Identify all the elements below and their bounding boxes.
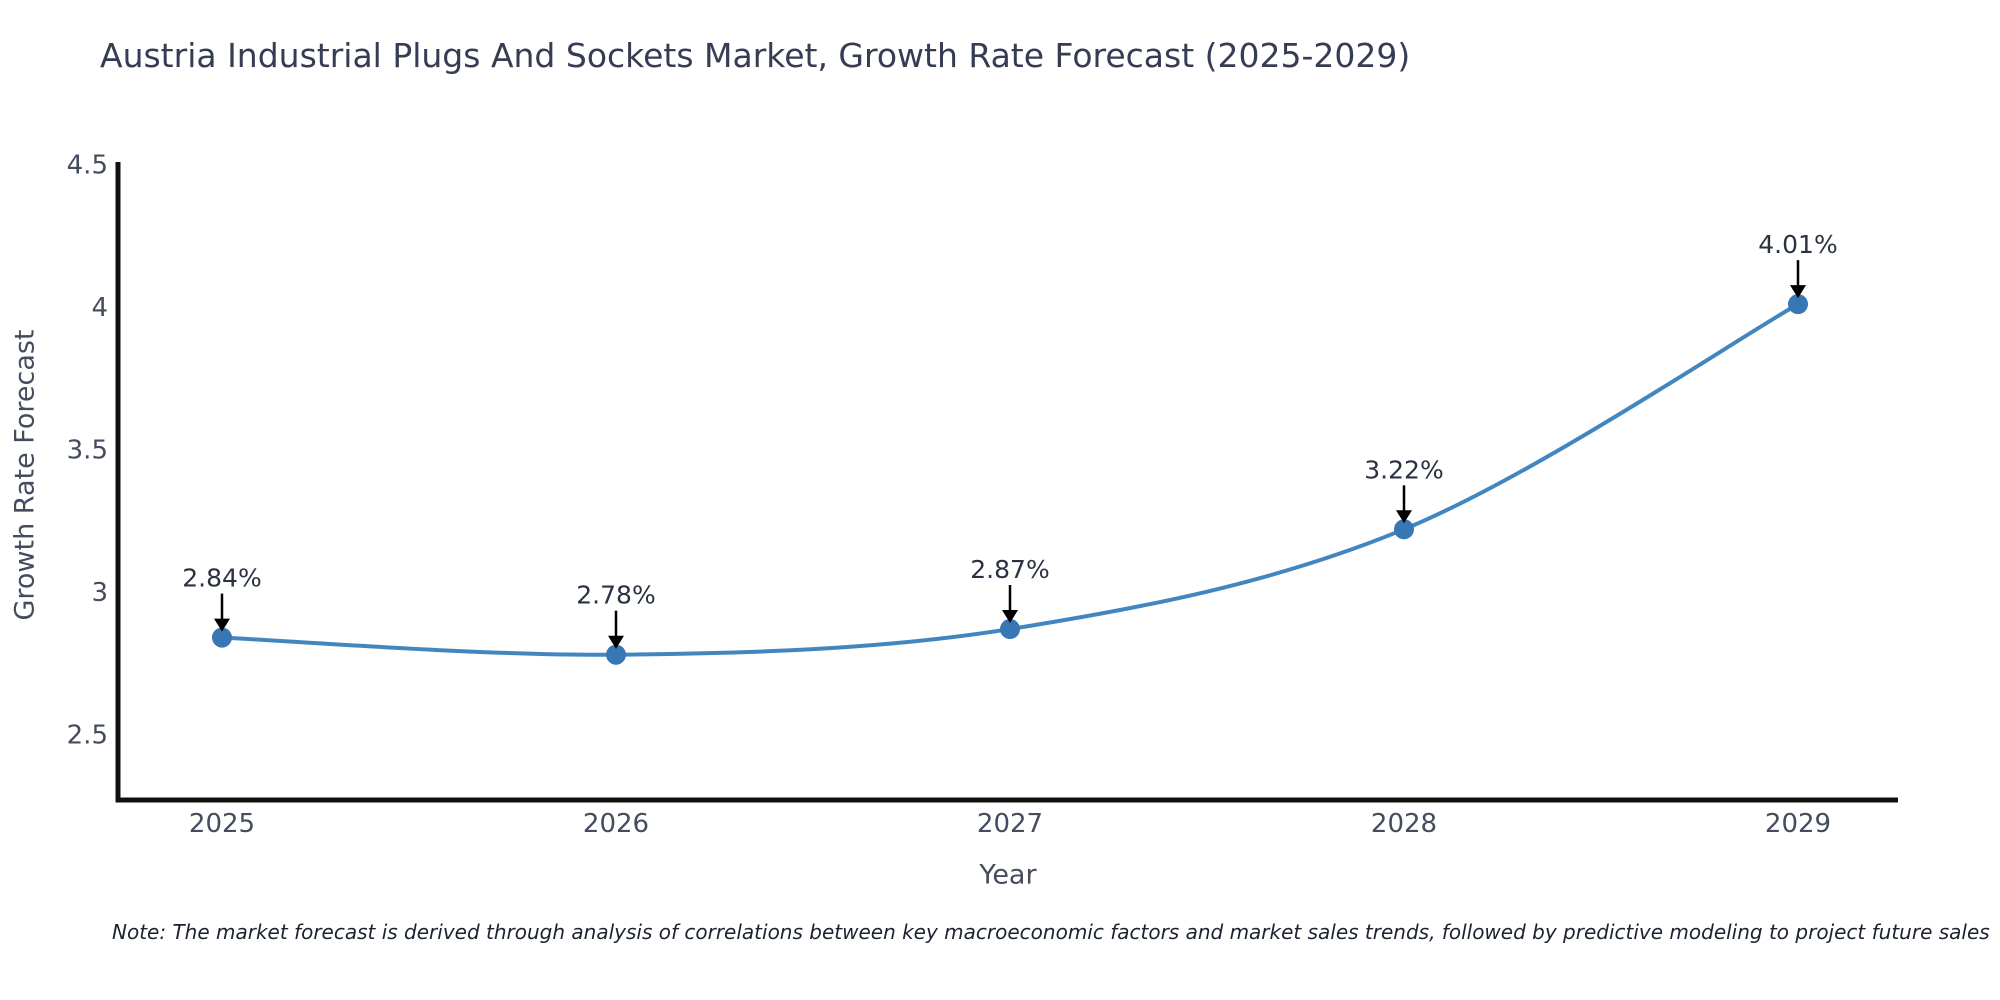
data-point	[1000, 619, 1020, 640]
annotation-label: 3.22%	[1364, 455, 1443, 484]
data-point	[212, 627, 232, 648]
annotation-label: 4.01%	[1758, 230, 1837, 259]
y-tick-label: 3	[91, 578, 108, 608]
annotation-arrowhead	[1396, 510, 1412, 524]
annotation-arrowhead	[608, 635, 624, 649]
annotation-label: 2.84%	[182, 564, 261, 593]
footnote: Note: The market forecast is derived thr…	[112, 920, 1990, 944]
y-axis-title: Growth Rate Forecast	[9, 329, 41, 621]
data-point	[1394, 519, 1414, 540]
x-axis-title: Year	[979, 859, 1037, 891]
data-point	[606, 644, 626, 665]
x-tick-label: 2027	[977, 809, 1043, 839]
annotation-arrowhead	[1790, 285, 1806, 299]
x-tick-label: 2029	[1765, 809, 1831, 839]
chart-title: Austria Industrial Plugs And Sockets Mar…	[100, 36, 1411, 75]
y-tick-label: 3.5	[67, 436, 108, 466]
y-tick-label: 2.5	[67, 721, 108, 751]
data-point	[1788, 294, 1808, 315]
x-tick-label: 2026	[583, 809, 649, 839]
x-tick-label: 2028	[1371, 809, 1437, 839]
x-tick-label: 2025	[189, 809, 255, 839]
annotation-label: 2.78%	[576, 581, 655, 610]
annotation-label: 2.87%	[970, 555, 1049, 584]
annotation-arrowhead	[1002, 610, 1018, 624]
y-tick-label: 4.5	[67, 151, 108, 181]
y-tick-label: 4	[91, 293, 108, 323]
annotation-arrowhead	[214, 618, 230, 632]
